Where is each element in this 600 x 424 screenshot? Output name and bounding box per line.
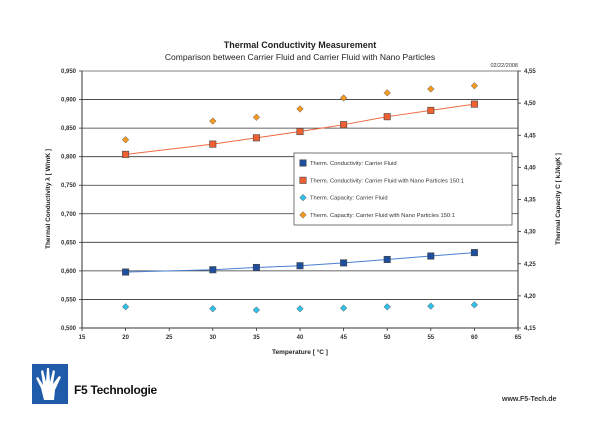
x-axis-label: Temperature [ °C ] bbox=[272, 348, 328, 356]
data-point-series-3 bbox=[121, 136, 130, 144]
legend-label-0: Therm. Conductivity: Carrier Fluid bbox=[310, 161, 397, 167]
data-point-series-2 bbox=[209, 305, 217, 313]
series-line-0 bbox=[125, 252, 475, 273]
y2-tick-label: 4,40 bbox=[524, 165, 536, 171]
data-point-series-1 bbox=[209, 140, 217, 148]
legend-label-1: Therm. Conductivity: Carrier Fluid with … bbox=[310, 178, 464, 184]
data-point-series-3 bbox=[296, 105, 304, 113]
data-point-series-3 bbox=[339, 94, 348, 102]
y2-tick-label: 4,25 bbox=[524, 262, 536, 268]
y-tick-label: 0,550 bbox=[61, 297, 77, 303]
legend-marker-2 bbox=[299, 193, 307, 202]
data-point-series-2 bbox=[383, 303, 391, 311]
data-point-series-2 bbox=[121, 303, 130, 311]
data-point-series-1 bbox=[383, 113, 391, 121]
x-tick-label: 20 bbox=[122, 335, 129, 341]
data-point-series-2 bbox=[339, 304, 348, 312]
data-point-series-1 bbox=[340, 121, 348, 129]
data-point-series-3 bbox=[427, 85, 435, 93]
y-tick-label: 0,850 bbox=[61, 126, 77, 132]
data-point-series-2 bbox=[427, 302, 435, 310]
x-tick-label: 30 bbox=[209, 335, 216, 341]
y2-tick-label: 4,20 bbox=[524, 294, 536, 300]
series-line-1 bbox=[125, 103, 475, 155]
data-point-series-0 bbox=[122, 268, 130, 276]
data-point-series-0 bbox=[427, 252, 435, 260]
hand-logo-icon bbox=[32, 364, 68, 404]
website-link[interactable]: www.F5-Tech.de bbox=[502, 396, 557, 403]
chart-date: 02/22/2008 bbox=[490, 63, 518, 69]
data-point-series-1 bbox=[122, 150, 130, 158]
x-tick-label: 60 bbox=[471, 335, 478, 341]
y-tick-label: 0,950 bbox=[61, 69, 77, 75]
y2-axis-label: Thermal Capacity C [ kJ/kgK ] bbox=[555, 153, 562, 245]
y-axis-label: Thermal Conductivity λ [ W/mK ] bbox=[44, 149, 52, 249]
data-point-series-2 bbox=[252, 306, 261, 314]
legend-marker-3 bbox=[299, 211, 307, 219]
y-tick-label: 0,500 bbox=[61, 326, 77, 332]
x-tick-label: 25 bbox=[166, 335, 173, 341]
y-tick-label: 0,900 bbox=[61, 98, 77, 104]
chart-title: Thermal Conductivity Measurement bbox=[224, 40, 377, 50]
y2-tick-label: 4,15 bbox=[524, 326, 536, 332]
data-point-series-0 bbox=[296, 262, 304, 270]
data-point-series-3 bbox=[209, 117, 217, 125]
y2-tick-label: 4,35 bbox=[524, 198, 536, 204]
y-tick-label: 0,650 bbox=[61, 240, 77, 246]
y-tick-label: 0,800 bbox=[61, 155, 77, 161]
data-point-series-1 bbox=[470, 100, 478, 108]
data-point-series-2 bbox=[296, 305, 304, 313]
y2-tick-label: 4,55 bbox=[524, 69, 536, 75]
x-tick-label: 50 bbox=[384, 335, 391, 341]
data-point-series-3 bbox=[470, 82, 479, 90]
legend-marker-0 bbox=[299, 159, 307, 167]
x-tick-label: 65 bbox=[515, 335, 522, 341]
data-point-series-1 bbox=[296, 128, 304, 136]
legend-box bbox=[293, 152, 513, 226]
y2-tick-label: 4,30 bbox=[524, 230, 536, 236]
x-tick-label: 15 bbox=[79, 335, 86, 341]
y-tick-label: 0,750 bbox=[61, 183, 77, 189]
legend-marker-1 bbox=[299, 176, 307, 184]
legend: Therm. Conductivity: Carrier Fluid Therm.… bbox=[293, 152, 513, 226]
x-tick-label: 45 bbox=[340, 335, 347, 341]
data-point-series-3 bbox=[383, 89, 391, 97]
data-point-series-0 bbox=[383, 255, 391, 263]
data-point-series-1 bbox=[427, 106, 435, 114]
data-point-series-2 bbox=[470, 301, 479, 309]
data-point-series-0 bbox=[470, 249, 478, 257]
brand-name: F5 Technologie bbox=[74, 383, 157, 397]
data-point-series-1 bbox=[252, 134, 260, 142]
data-point-series-3 bbox=[252, 113, 261, 121]
x-tick-label: 35 bbox=[253, 335, 260, 341]
data-point-series-0 bbox=[340, 259, 348, 267]
data-point-series-0 bbox=[252, 263, 260, 271]
y-tick-label: 0,600 bbox=[61, 269, 77, 275]
chart-subtitle: Comparison between Carrier Fluid and Car… bbox=[165, 52, 435, 62]
x-tick-label: 55 bbox=[427, 335, 434, 341]
x-tick-label: 40 bbox=[297, 335, 304, 341]
y-tick-label: 0,700 bbox=[61, 212, 77, 218]
y2-tick-label: 4,45 bbox=[524, 133, 536, 139]
y2-tick-label: 4,50 bbox=[524, 101, 536, 107]
data-point-series-0 bbox=[209, 266, 217, 274]
legend-label-2: Therm. Capacity: Carrier Fluid bbox=[310, 196, 388, 202]
legend-label-3: Therm. Capacity: Carrier Fluid with Nano… bbox=[310, 213, 455, 219]
